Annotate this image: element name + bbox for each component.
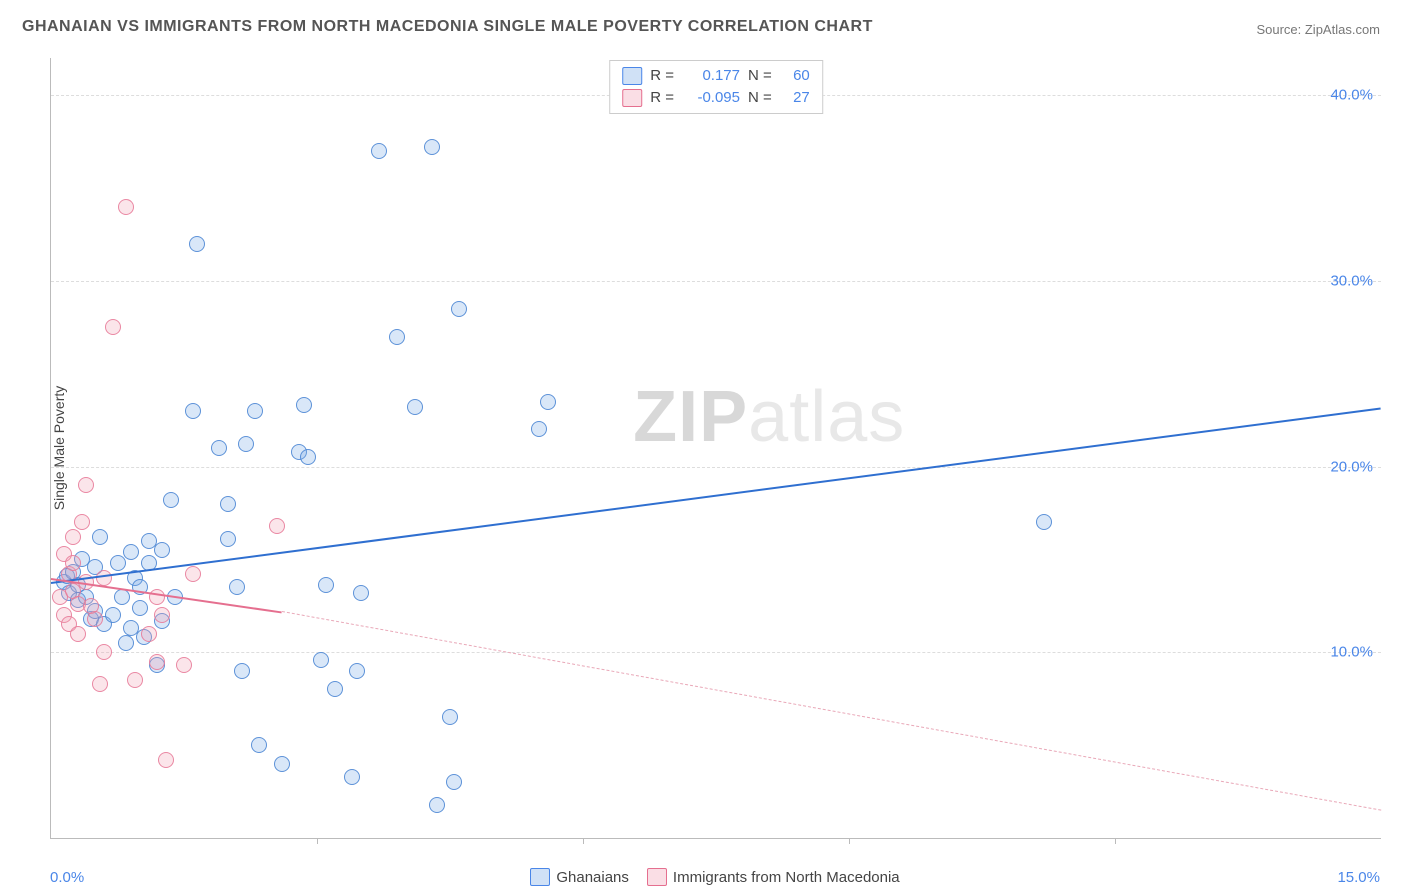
bottom-legend: 0.0% Ghanaians Immigrants from North Mac…: [50, 868, 1380, 886]
scatter-point: [446, 774, 462, 790]
scatter-point: [296, 397, 312, 413]
stat-n-value-pink: 27: [780, 87, 810, 109]
scatter-point: [211, 440, 227, 456]
x-tick: [849, 838, 850, 844]
scatter-point: [424, 139, 440, 155]
scatter-point: [123, 544, 139, 560]
scatter-point: [149, 654, 165, 670]
stat-r-value-pink: -0.095: [682, 87, 740, 109]
trendline-blue: [51, 407, 1381, 584]
scatter-point: [105, 319, 121, 335]
scatter-point: [185, 566, 201, 582]
scatter-point: [349, 663, 365, 679]
x-axis-min-label: 0.0%: [50, 869, 84, 886]
scatter-point: [451, 301, 467, 317]
scatter-point: [87, 611, 103, 627]
scatter-point: [429, 797, 445, 813]
scatter-point: [318, 577, 334, 593]
scatter-point: [531, 421, 547, 437]
scatter-point: [220, 531, 236, 547]
x-tick: [583, 838, 584, 844]
scatter-point: [251, 737, 267, 753]
x-axis-max-label: 15.0%: [1337, 869, 1380, 886]
scatter-point: [327, 681, 343, 697]
chart-title: GHANAIAN VS IMMIGRANTS FROM NORTH MACEDO…: [22, 18, 873, 36]
y-tick-label: 20.0%: [1330, 458, 1373, 475]
scatter-point: [163, 492, 179, 508]
scatter-point: [141, 626, 157, 642]
scatter-point: [96, 570, 112, 586]
scatter-point: [442, 709, 458, 725]
scatter-point: [300, 449, 316, 465]
stat-r-label: R =: [650, 87, 674, 109]
watermark-bold: ZIP: [633, 377, 748, 457]
scatter-point: [158, 752, 174, 768]
gridline: [51, 467, 1381, 468]
scatter-point: [154, 542, 170, 558]
plot-area: ZIPatlas 10.0% 20.0% 30.0% 40.0% R = 0.177 …: [50, 58, 1381, 839]
legend-label-blue: Ghanaians: [556, 869, 629, 886]
scatter-point: [92, 676, 108, 692]
x-tick: [317, 838, 318, 844]
scatter-point: [238, 436, 254, 452]
swatch-pink-icon: [622, 89, 642, 107]
scatter-point: [234, 663, 250, 679]
scatter-point: [65, 529, 81, 545]
y-tick-label: 30.0%: [1330, 272, 1373, 289]
y-tick-label: 10.0%: [1330, 644, 1373, 661]
scatter-point: [149, 589, 165, 605]
scatter-point: [70, 626, 86, 642]
scatter-point: [371, 143, 387, 159]
gridline: [51, 652, 1381, 653]
stat-r-value-blue: 0.177: [682, 65, 740, 87]
stat-r-label: R =: [650, 65, 674, 87]
scatter-point: [540, 394, 556, 410]
scatter-point: [127, 672, 143, 688]
source-label: Source: ZipAtlas.com: [1256, 22, 1380, 37]
scatter-point: [65, 555, 81, 571]
stat-n-label: N =: [748, 65, 772, 87]
scatter-point: [313, 652, 329, 668]
legend-item-blue: Ghanaians: [530, 868, 629, 886]
scatter-point: [110, 555, 126, 571]
y-tick-label: 40.0%: [1330, 87, 1373, 104]
y-axis-label: Single Male Poverty: [51, 323, 67, 448]
stats-row-pink: R = -0.095 N = 27: [622, 87, 810, 109]
scatter-point: [344, 769, 360, 785]
scatter-point: [407, 399, 423, 415]
scatter-point: [269, 518, 285, 534]
legend-label-pink: Immigrants from North Macedonia: [673, 869, 900, 886]
x-tick: [1115, 838, 1116, 844]
scatter-point: [229, 579, 245, 595]
scatter-point: [185, 403, 201, 419]
stat-n-value-blue: 60: [780, 65, 810, 87]
scatter-point: [105, 607, 121, 623]
scatter-point: [220, 496, 236, 512]
scatter-point: [74, 514, 90, 530]
scatter-point: [78, 477, 94, 493]
gridline: [51, 281, 1381, 282]
swatch-blue-icon: [622, 67, 642, 85]
scatter-point: [274, 756, 290, 772]
scatter-point: [1036, 514, 1052, 530]
legend-item-pink: Immigrants from North Macedonia: [647, 868, 900, 886]
swatch-blue-icon: [530, 868, 550, 886]
stat-n-label: N =: [748, 87, 772, 109]
watermark-light: atlas: [748, 377, 905, 457]
scatter-point: [132, 600, 148, 616]
swatch-pink-icon: [647, 868, 667, 886]
scatter-point: [154, 607, 170, 623]
stats-box: R = 0.177 N = 60 R = -0.095 N = 27: [609, 60, 823, 114]
stats-row-blue: R = 0.177 N = 60: [622, 65, 810, 87]
scatter-point: [353, 585, 369, 601]
scatter-point: [92, 529, 108, 545]
scatter-point: [118, 635, 134, 651]
scatter-point: [389, 329, 405, 345]
scatter-point: [96, 644, 112, 660]
watermark: ZIPatlas: [633, 376, 905, 458]
scatter-point: [247, 403, 263, 419]
scatter-point: [189, 236, 205, 252]
scatter-point: [176, 657, 192, 673]
scatter-point: [118, 199, 134, 215]
